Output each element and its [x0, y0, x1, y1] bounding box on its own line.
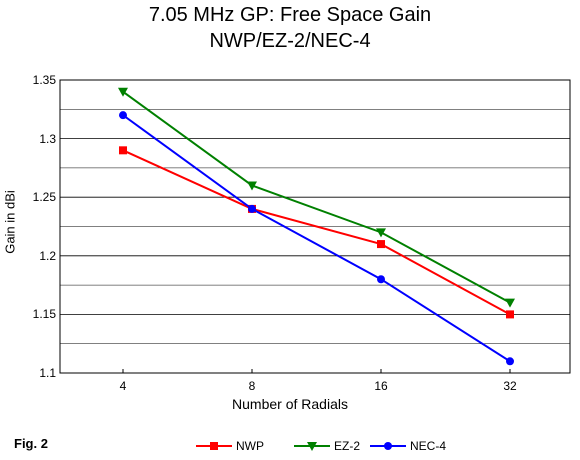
chart-title: 7.05 MHz GP: Free Space Gain [148, 4, 432, 26]
legend-marker-ez-2 [307, 442, 317, 451]
legend-label-nwp: NWP [236, 439, 264, 453]
data-point-nwp [377, 240, 385, 249]
legend [196, 442, 406, 451]
figure-label: Fig. 2 [14, 436, 48, 451]
series-line-ez-2 [122, 90, 511, 304]
data-point-nec-4 [506, 357, 514, 366]
y-tick-label: 1.1 [39, 366, 56, 380]
legend-label-ez-2: EZ-2 [334, 439, 361, 453]
y-tick-label: 1.2 [39, 248, 56, 263]
data-point-ez-2 [247, 181, 257, 191]
y-tick-label: 1.35 [32, 73, 56, 87]
grid [60, 109, 570, 344]
series-line-nec-4 [122, 114, 511, 363]
legend-label-nec-4: NEC-4 [410, 439, 447, 453]
y-tick-label: 1.15 [32, 307, 56, 322]
legend-marker-nwp [210, 442, 218, 450]
data-point-nwp [119, 146, 127, 155]
y-tick-label: 1.3 [39, 131, 56, 146]
legend-marker-nec-4 [384, 442, 392, 450]
x-tick-label: 16 [374, 379, 388, 393]
data-point-nec-4 [377, 275, 385, 284]
data-point-ez-2 [376, 228, 386, 238]
x-axis-label: Number of Radials [232, 396, 348, 412]
series-line-nwp [122, 149, 511, 316]
data-point-nec-4 [248, 204, 256, 213]
x-tick-label: 8 [248, 379, 256, 393]
x-grid [122, 369, 511, 373]
data-point-nwp [506, 310, 514, 319]
y-tick-label: 1.25 [32, 190, 56, 205]
series-layer [118, 87, 515, 366]
x-tick-label: 4 [119, 379, 127, 393]
data-point-nec-4 [119, 111, 127, 120]
x-tick-label: 32 [503, 379, 517, 393]
data-point-ez-2 [505, 298, 515, 308]
data-point-ez-2 [118, 87, 128, 97]
chart-subtitle: NWP/EZ-2/NEC-4 [209, 30, 371, 52]
